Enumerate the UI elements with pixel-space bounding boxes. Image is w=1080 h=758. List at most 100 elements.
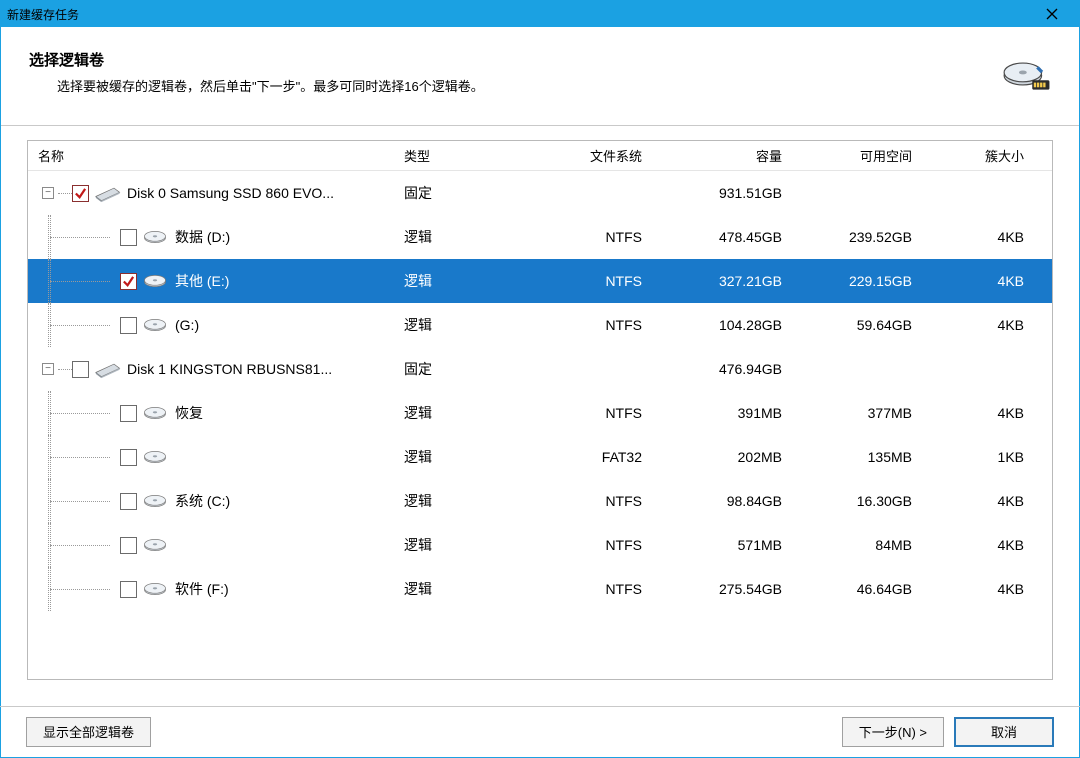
cell-fs: NTFS (524, 405, 654, 421)
cell-type: 逻辑 (404, 447, 524, 467)
disk-name: Disk 1 KINGSTON RBUSNS81... (127, 361, 332, 377)
cell-free: 59.64GB (794, 317, 924, 333)
show-all-volumes-button[interactable]: 显示全部逻辑卷 (26, 717, 151, 747)
volume-row[interactable]: (G:)逻辑NTFS104.28GB59.64GB4KB (28, 303, 1052, 347)
cell-free: 229.15GB (794, 273, 924, 289)
titlebar: 新建缓存任务 (1, 1, 1079, 27)
volume-row[interactable]: 逻辑FAT32202MB135MB1KB (28, 435, 1052, 479)
volume-icon (141, 315, 169, 335)
cell-fs: NTFS (524, 537, 654, 553)
cell-type: 逻辑 (404, 491, 524, 511)
page-title: 选择逻辑卷 (29, 49, 1001, 70)
cell-free: 84MB (794, 537, 924, 553)
volume-row[interactable]: 逻辑NTFS571MB84MB4KB (28, 523, 1052, 567)
wizard-footer: 显示全部逻辑卷 下一步(N) > 取消 (0, 706, 1080, 756)
page-subtitle: 选择要被缓存的逻辑卷，然后单击"下一步"。最多可同时选择16个逻辑卷。 (29, 76, 1001, 95)
tree-expander[interactable]: − (42, 187, 54, 199)
cell-type: 逻辑 (404, 227, 524, 247)
cell-cluster: 4KB (924, 273, 1042, 289)
cell-fs: NTFS (524, 581, 654, 597)
cell-free: 46.64GB (794, 581, 924, 597)
cell-type: 逻辑 (404, 403, 524, 423)
disk-checkbox[interactable] (72, 185, 89, 202)
disk-wizard-icon (1001, 49, 1051, 99)
cell-capacity: 202MB (654, 449, 794, 465)
volume-grid: 名称 类型 文件系统 容量 可用空间 簇大小 − Disk 0 Samsung S… (27, 140, 1053, 680)
cell-cluster: 4KB (924, 229, 1042, 245)
cell-capacity: 104.28GB (654, 317, 794, 333)
header-divider (1, 125, 1079, 126)
cell-capacity: 391MB (654, 405, 794, 421)
cell-type: 逻辑 (404, 315, 524, 335)
cell-capacity: 476.94GB (654, 361, 794, 377)
cell-capacity: 931.51GB (654, 185, 794, 201)
volume-checkbox[interactable] (120, 405, 137, 422)
hard-disk-icon (93, 183, 121, 203)
volume-row[interactable]: 数据 (D:)逻辑NTFS478.45GB239.52GB4KB (28, 215, 1052, 259)
cell-cluster: 4KB (924, 581, 1042, 597)
col-header-name[interactable]: 名称 (28, 146, 404, 165)
volume-row[interactable]: 系统 (C:) 逻辑NTFS98.84GB16.30GB4KB (28, 479, 1052, 523)
tree-expander[interactable]: − (42, 363, 54, 375)
cell-free: 135MB (794, 449, 924, 465)
cell-capacity: 327.21GB (654, 273, 794, 289)
close-button[interactable] (1031, 1, 1073, 27)
volume-icon (141, 579, 169, 599)
cell-type: 固定 (404, 183, 524, 203)
volume-name: 数据 (D:) (175, 227, 230, 247)
cell-fs: NTFS (524, 273, 654, 289)
cell-type: 固定 (404, 359, 524, 379)
grid-header: 名称 类型 文件系统 容量 可用空间 簇大小 (28, 141, 1052, 171)
volume-checkbox[interactable] (120, 537, 137, 554)
cell-type: 逻辑 (404, 535, 524, 555)
volume-checkbox[interactable] (120, 273, 137, 290)
col-header-capacity[interactable]: 容量 (654, 146, 794, 165)
volume-checkbox[interactable] (120, 449, 137, 466)
col-header-fs[interactable]: 文件系统 (524, 146, 654, 165)
volume-icon (141, 447, 169, 467)
volume-row[interactable]: 软件 (F:) 逻辑NTFS275.54GB46.64GB4KB (28, 567, 1052, 611)
volume-icon (141, 535, 169, 555)
cell-free: 16.30GB (794, 493, 924, 509)
cell-fs: NTFS (524, 493, 654, 509)
cell-capacity: 275.54GB (654, 581, 794, 597)
cell-type: 逻辑 (404, 579, 524, 599)
volume-icon (141, 491, 169, 511)
col-header-free[interactable]: 可用空间 (794, 146, 924, 165)
cancel-button[interactable]: 取消 (954, 717, 1054, 747)
disk-checkbox[interactable] (72, 361, 89, 378)
cell-free: 377MB (794, 405, 924, 421)
volume-row[interactable]: 恢复 逻辑NTFS391MB377MB4KB (28, 391, 1052, 435)
volume-name: 其他 (E:) (175, 271, 229, 291)
volume-name: 恢复 (175, 403, 203, 423)
cell-free: 239.52GB (794, 229, 924, 245)
cell-cluster: 4KB (924, 537, 1042, 553)
volume-checkbox[interactable] (120, 581, 137, 598)
disk-name: Disk 0 Samsung SSD 860 EVO... (127, 185, 334, 201)
cell-cluster: 4KB (924, 405, 1042, 421)
volume-checkbox[interactable] (120, 493, 137, 510)
disk-row[interactable]: − Disk 1 KINGSTON RBUSNS81... 固定 476.94GB (28, 347, 1052, 391)
cell-cluster: 4KB (924, 317, 1042, 333)
col-header-cluster[interactable]: 簇大小 (924, 146, 1042, 165)
volume-checkbox[interactable] (120, 317, 137, 334)
window-title: 新建缓存任务 (7, 6, 1031, 23)
volume-row[interactable]: 其他 (E:) 逻辑NTFS327.21GB229.15GB4KB (28, 259, 1052, 303)
cell-cluster: 4KB (924, 493, 1042, 509)
col-header-type[interactable]: 类型 (404, 146, 524, 165)
cell-capacity: 571MB (654, 537, 794, 553)
next-button[interactable]: 下一步(N) > (842, 717, 944, 747)
hard-disk-icon (93, 359, 121, 379)
volume-icon (141, 271, 169, 291)
cell-capacity: 98.84GB (654, 493, 794, 509)
volume-name: 系统 (C:) (175, 491, 230, 511)
volume-checkbox[interactable] (120, 229, 137, 246)
grid-body: − Disk 0 Samsung SSD 860 EVO... 固定 931.51GB… (28, 171, 1052, 611)
disk-row[interactable]: − Disk 0 Samsung SSD 860 EVO... 固定 931.51GB (28, 171, 1052, 215)
cell-type: 逻辑 (404, 271, 524, 291)
cell-fs: FAT32 (524, 449, 654, 465)
volume-name: 软件 (F:) (175, 579, 229, 599)
wizard-header: 选择逻辑卷 选择要被缓存的逻辑卷，然后单击"下一步"。最多可同时选择16个逻辑卷… (1, 27, 1079, 109)
cell-fs: NTFS (524, 229, 654, 245)
cell-cluster: 1KB (924, 449, 1042, 465)
